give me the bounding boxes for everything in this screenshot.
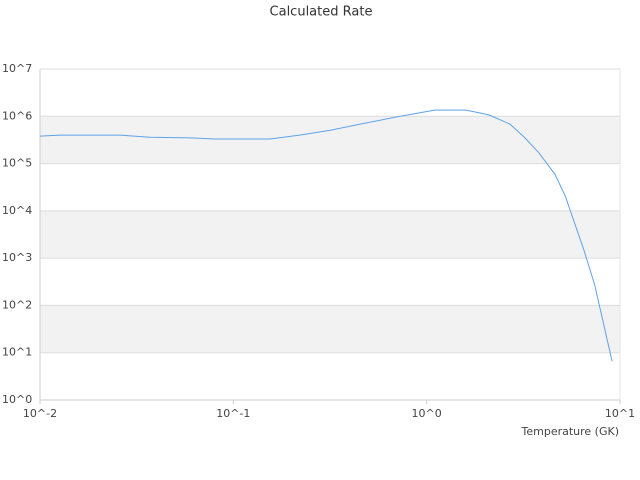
chart-title: Calculated Rate [270, 5, 373, 20]
data-line [39, 109, 613, 362]
y-tick-label: 10^4 [2, 204, 32, 217]
y-tick-label: 10^6 [2, 109, 32, 122]
x-tick-label: 10^-2 [23, 407, 57, 420]
x-tick-label: 10^0 [412, 407, 442, 420]
y-tick-label: 10^5 [2, 157, 32, 170]
plot-area [39, 68, 621, 404]
y-tick-label: 10^0 [2, 393, 32, 406]
y-tick-label: 10^7 [2, 62, 32, 75]
y-tick-label: 10^1 [2, 346, 32, 359]
y-tick-label: 10^3 [2, 251, 32, 264]
grid-band [40, 305, 620, 353]
y-tick-label: 10^2 [2, 298, 32, 311]
grid-band [40, 210, 620, 259]
x-axis-label: Temperature (GK) [521, 425, 620, 438]
x-tick-label: 10^1 [605, 407, 635, 420]
grid-band [40, 116, 620, 164]
x-tick-label: 10^-1 [216, 407, 250, 420]
